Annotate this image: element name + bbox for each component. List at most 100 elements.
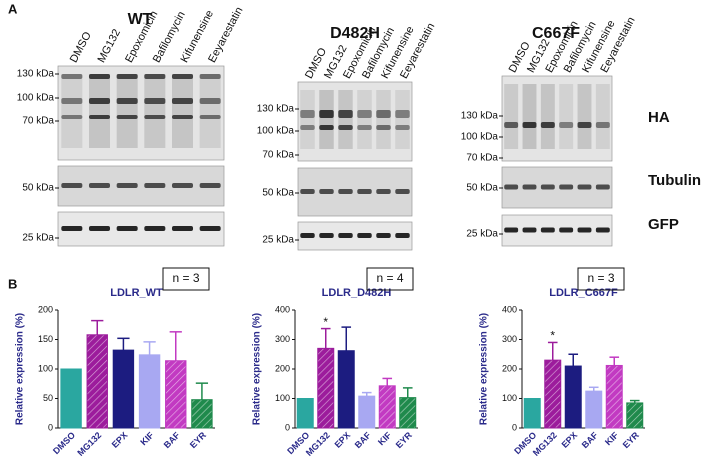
marker-label: 25 kDa xyxy=(22,233,54,244)
n-box xyxy=(162,267,210,291)
smear xyxy=(116,74,138,148)
marker-label: 50 kDa xyxy=(22,183,54,194)
bar xyxy=(358,395,376,429)
band xyxy=(577,227,592,233)
smear xyxy=(88,74,111,148)
band xyxy=(61,98,83,104)
lane-label: MG132 xyxy=(96,27,124,64)
marker-label: 50 kDa xyxy=(262,188,294,199)
band xyxy=(171,226,194,231)
band xyxy=(199,226,221,231)
x-tick-label: EPX xyxy=(333,430,353,450)
y-tick-label: 300 xyxy=(502,334,517,344)
band xyxy=(540,227,555,233)
blot-membrane xyxy=(297,167,413,217)
y-tick-label: 200 xyxy=(275,363,290,373)
band xyxy=(61,115,83,119)
band xyxy=(522,184,537,190)
band xyxy=(171,98,194,104)
x-tick-label: BAF xyxy=(353,430,374,451)
band xyxy=(88,226,111,231)
x-tick-label: EYR xyxy=(188,430,209,451)
band xyxy=(577,184,592,190)
band xyxy=(61,183,83,188)
y-tick-label: 150 xyxy=(38,334,53,344)
band xyxy=(395,189,410,194)
blot-membrane xyxy=(501,75,613,162)
band xyxy=(338,233,353,238)
blot-membrane xyxy=(57,211,225,247)
band xyxy=(504,122,519,128)
band xyxy=(300,189,315,194)
x-tick-label: MG132 xyxy=(75,430,103,458)
bar xyxy=(626,402,644,429)
band xyxy=(504,227,519,233)
smear xyxy=(319,90,334,149)
annotation: n = 4 xyxy=(376,271,403,285)
band xyxy=(357,233,372,238)
marker-label: 25 kDa xyxy=(262,235,294,246)
band xyxy=(559,184,574,190)
marker-label: 70 kDa xyxy=(466,153,498,164)
panel-label: B xyxy=(8,276,17,291)
band xyxy=(357,189,372,194)
bar xyxy=(585,390,603,429)
bar xyxy=(86,334,108,429)
smear xyxy=(357,90,372,149)
smear xyxy=(577,84,592,149)
blot-title: WT xyxy=(128,11,153,28)
n-box xyxy=(366,267,414,291)
significance: * xyxy=(550,329,555,343)
bar xyxy=(399,397,417,429)
marker-label: 70 kDa xyxy=(262,150,294,161)
y-tick-label: 0 xyxy=(48,422,53,432)
bar xyxy=(191,399,213,429)
band xyxy=(338,110,353,118)
x-tick-label: KIF xyxy=(138,430,156,448)
band xyxy=(144,74,166,79)
band xyxy=(338,189,353,194)
y-tick-label: 300 xyxy=(275,334,290,344)
band xyxy=(540,184,555,190)
bar xyxy=(112,349,135,429)
bar xyxy=(138,354,161,429)
band xyxy=(395,233,410,238)
y-axis-label: Relative expression (%) xyxy=(479,313,490,425)
band xyxy=(144,183,166,188)
annotation: n = 3 xyxy=(587,271,614,285)
y-axis-label: Relative expression (%) xyxy=(15,313,26,425)
band xyxy=(319,110,334,118)
band xyxy=(144,98,166,104)
band xyxy=(376,110,391,118)
row-label: Tubulin xyxy=(648,172,701,189)
band xyxy=(199,74,221,79)
smear xyxy=(61,74,83,148)
band xyxy=(376,189,391,194)
marker-label: 25 kDa xyxy=(466,229,498,240)
lane-label: DMSO xyxy=(68,30,94,65)
bar xyxy=(523,398,541,429)
panel-label: A xyxy=(8,1,18,16)
x-tick-label: EYR xyxy=(394,430,415,451)
bar xyxy=(378,385,396,429)
marker-label: 100 kDa xyxy=(17,93,55,104)
marker-label: 130 kDa xyxy=(17,69,55,80)
blot-title: D482H xyxy=(330,25,380,42)
annotation: n = 3 xyxy=(172,271,199,285)
y-tick-label: 50 xyxy=(43,393,53,403)
blot-membrane xyxy=(297,221,413,251)
band xyxy=(144,115,166,119)
band xyxy=(171,115,194,119)
band xyxy=(319,125,334,130)
x-tick-label: KIF xyxy=(376,430,394,448)
band xyxy=(88,115,111,119)
y-tick-label: 0 xyxy=(512,422,517,432)
row-label: HA xyxy=(648,109,670,126)
band xyxy=(116,115,138,119)
smear xyxy=(199,74,221,148)
y-tick-label: 200 xyxy=(502,363,517,373)
band xyxy=(144,226,166,231)
smear xyxy=(540,84,555,149)
band xyxy=(88,98,111,104)
band xyxy=(300,110,315,118)
